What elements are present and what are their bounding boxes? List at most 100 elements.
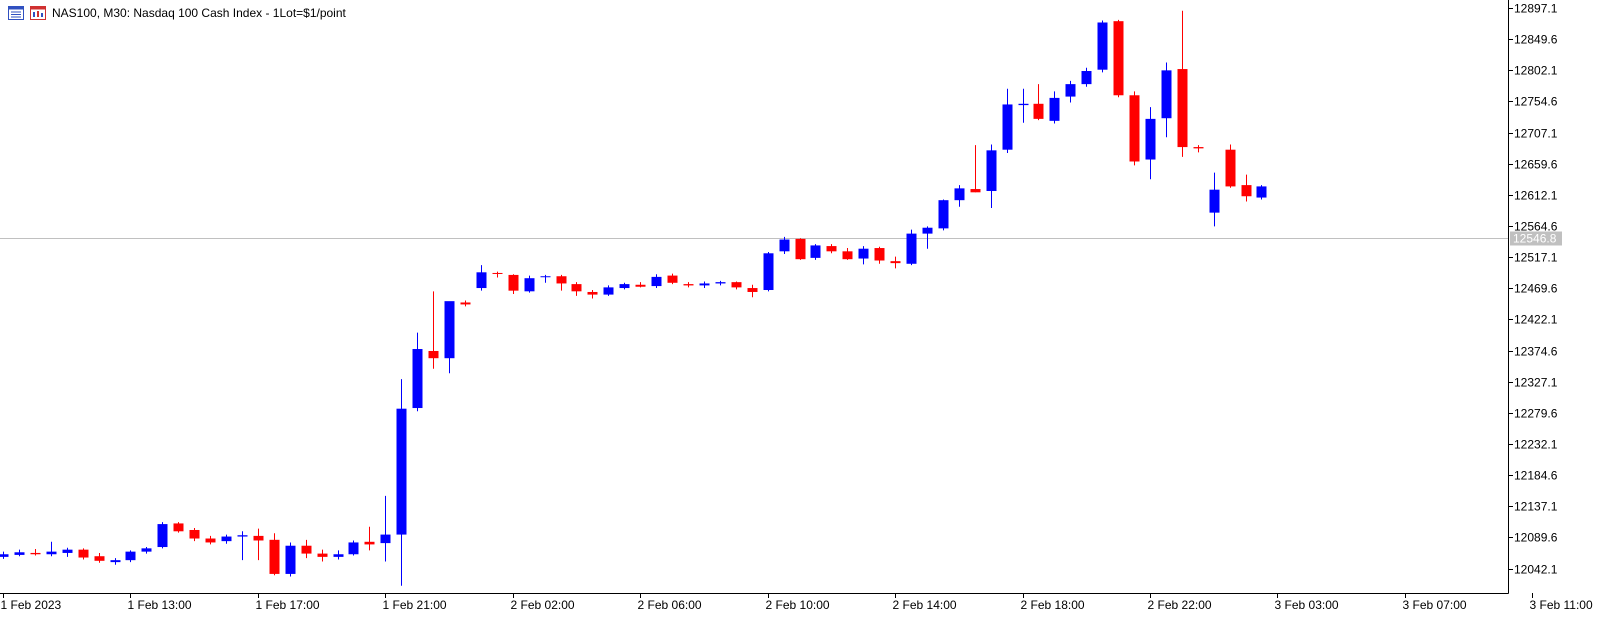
y-tick-label: 12422.1 xyxy=(1514,313,1558,327)
x-tick-label: 2 Feb 02:00 xyxy=(511,598,575,612)
candle-body xyxy=(954,188,965,201)
y-tick-label: 12517.1 xyxy=(1514,251,1558,265)
x-tick-label: 2 Feb 06:00 xyxy=(638,598,702,612)
candle-body xyxy=(253,535,264,541)
candle-body xyxy=(795,238,806,260)
candle-body xyxy=(94,556,105,561)
x-tick-label: 1 Feb 21:00 xyxy=(383,598,447,612)
candle-body xyxy=(508,274,519,291)
candle-body xyxy=(556,276,567,284)
candle-body xyxy=(635,284,646,287)
candle-body xyxy=(651,276,662,287)
candle-body xyxy=(1065,84,1076,97)
candle-body xyxy=(890,261,901,264)
candle-body xyxy=(78,549,89,558)
y-tick-label: 12089.6 xyxy=(1514,531,1558,545)
candle-body xyxy=(237,535,248,537)
y-tick-label: 12184.6 xyxy=(1514,469,1558,483)
candle-body xyxy=(858,248,869,259)
candle-body xyxy=(364,541,375,545)
candle-body xyxy=(986,150,997,192)
candle-body xyxy=(1033,103,1044,119)
candle-body xyxy=(1209,189,1220,213)
y-tick-label: 12849.6 xyxy=(1514,33,1558,47)
chart-list-icon[interactable] xyxy=(8,6,24,20)
candle-body xyxy=(731,282,742,288)
candle-body xyxy=(444,301,455,359)
current-price-tag xyxy=(1510,231,1562,246)
candle-body xyxy=(1049,97,1060,121)
candle-body xyxy=(476,272,487,289)
x-tick-label: 1 Feb 17:00 xyxy=(256,598,320,612)
y-tick-label: 12802.1 xyxy=(1514,64,1558,78)
candle-body xyxy=(810,245,821,258)
candle-body xyxy=(699,283,710,286)
candle-body xyxy=(587,291,598,295)
candle-body xyxy=(125,551,136,561)
y-tick-label: 12137.1 xyxy=(1514,500,1558,514)
candle-body xyxy=(1097,22,1108,70)
candle-body xyxy=(683,284,694,286)
x-tick-label: 3 Feb 03:00 xyxy=(1275,598,1339,612)
candle-body xyxy=(1256,186,1267,198)
x-tick-label: 3 Feb 11:00 xyxy=(1530,598,1593,612)
candle-body xyxy=(747,288,758,292)
y-tick-label: 12612.1 xyxy=(1514,189,1558,203)
y-tick-label: 12374.6 xyxy=(1514,345,1558,359)
candle-body xyxy=(619,284,630,289)
current-price-label: 12546.8 xyxy=(1513,232,1557,246)
candle-body xyxy=(970,189,981,193)
y-tick-label: 12564.6 xyxy=(1514,220,1558,234)
x-tick-label: 1 Feb 13:00 xyxy=(128,598,192,612)
candle-body xyxy=(667,275,678,283)
candle-body xyxy=(428,350,439,359)
y-tick-label: 12279.6 xyxy=(1514,407,1558,421)
candle-body xyxy=(763,253,774,291)
candle-body xyxy=(205,538,216,543)
y-tick-label: 12469.6 xyxy=(1514,282,1558,296)
y-tick-label: 12754.6 xyxy=(1514,95,1558,109)
candle-body xyxy=(1161,70,1172,119)
candle-body xyxy=(333,554,344,557)
candle-body xyxy=(603,287,614,295)
candle-body xyxy=(779,239,790,252)
candle-body xyxy=(46,551,57,555)
candle-body xyxy=(1129,95,1140,162)
chart-window-icon[interactable] xyxy=(30,6,46,20)
y-tick-label: 12042.1 xyxy=(1514,563,1558,577)
candle-body xyxy=(62,549,73,553)
candle-body xyxy=(874,248,885,261)
candle-body xyxy=(0,554,9,557)
candle-body xyxy=(460,302,471,305)
x-tick-label: 2 Feb 14:00 xyxy=(893,598,957,612)
chart-title: NAS100, M30: Nasdaq 100 Cash Index - 1Lo… xyxy=(52,6,346,20)
candle-body xyxy=(380,534,391,544)
y-tick-label: 12897.1 xyxy=(1514,2,1558,16)
candle-body xyxy=(1018,103,1029,106)
candle-body xyxy=(317,553,328,557)
candle-body xyxy=(1225,149,1236,187)
candle-body xyxy=(715,282,726,284)
candle-body xyxy=(540,276,551,278)
candle-body xyxy=(285,545,296,574)
y-tick-label: 12659.6 xyxy=(1514,158,1558,172)
x-tick-label: 2 Feb 10:00 xyxy=(766,598,830,612)
candle-body xyxy=(157,524,168,548)
candle-body xyxy=(141,548,152,552)
candle-body xyxy=(412,349,423,409)
x-tick-label: 2 Feb 22:00 xyxy=(1148,598,1212,612)
candle-body xyxy=(301,545,312,554)
candle-body xyxy=(221,536,232,542)
candle-body xyxy=(1002,104,1013,150)
candle-body xyxy=(938,200,949,229)
candle-body xyxy=(524,278,535,292)
candle-body xyxy=(906,233,917,264)
candle-body xyxy=(826,246,837,252)
candle-body xyxy=(30,552,41,555)
candle-body xyxy=(189,529,200,539)
candle-body xyxy=(1145,118,1156,160)
candle-body xyxy=(396,408,407,535)
chart-title-bar: NAS100, M30: Nasdaq 100 Cash Index - 1Lo… xyxy=(8,4,346,22)
